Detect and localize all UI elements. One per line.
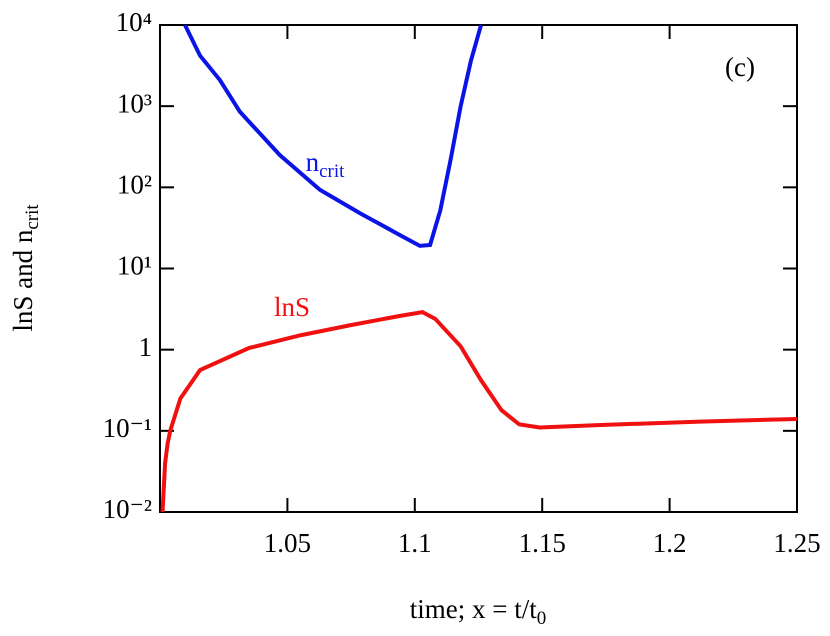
y-axis-label: lnS and ncrit <box>8 204 43 332</box>
y-tick-label: 1 <box>139 332 153 362</box>
series-label: ncrit <box>306 147 346 182</box>
x-axis-label-sub: 0 <box>537 608 547 629</box>
x-tick-label: 1.05 <box>264 528 311 558</box>
series-label-name: lnS <box>274 292 310 322</box>
y-tick-label: 10³ <box>117 88 152 118</box>
x-axis-label: time; x = t/t0 <box>410 594 546 629</box>
plot-frame <box>159 24 798 513</box>
y-tick-label: 10⁴ <box>116 7 152 37</box>
y-tick-label: 10² <box>117 170 152 200</box>
series-label-sub: crit <box>319 161 345 182</box>
x-tick-label: 1.1 <box>398 528 432 558</box>
y-axis-label-sub: crit <box>22 204 43 230</box>
y-tick-label: 10⁻¹ <box>103 413 152 443</box>
series-label: lnS <box>274 292 310 322</box>
series-label-name: n <box>306 147 320 177</box>
x-tick-label: 1.2 <box>653 528 687 558</box>
y-axis-label-text: lnS and n <box>8 229 38 332</box>
panel-label: (c) <box>725 52 755 82</box>
x-axis-label-text: time; x = t/t <box>410 594 537 624</box>
x-tick-label: 1.15 <box>519 528 566 558</box>
y-tick-label: 10⁻² <box>103 494 152 524</box>
x-tick-label: 1.25 <box>773 528 820 558</box>
series-line <box>183 25 483 248</box>
y-tick-label: 10¹ <box>117 251 152 281</box>
series-line <box>160 310 797 512</box>
